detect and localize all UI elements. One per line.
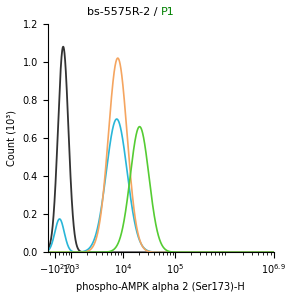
Text: bs-5575R-2 /: bs-5575R-2 /: [87, 7, 161, 17]
Text: P1: P1: [161, 7, 174, 17]
X-axis label: phospho-AMPK alpha 2 (Ser173)-H: phospho-AMPK alpha 2 (Ser173)-H: [76, 282, 245, 292]
Y-axis label: Count (10³): Count (10³): [7, 110, 17, 166]
